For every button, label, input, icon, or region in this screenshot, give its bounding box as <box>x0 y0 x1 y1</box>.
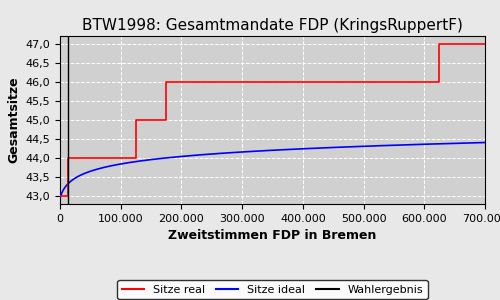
Y-axis label: Gesamtsitze: Gesamtsitze <box>7 77 20 163</box>
Legend: Sitze real, Sitze ideal, Wahlergebnis: Sitze real, Sitze ideal, Wahlergebnis <box>118 280 428 299</box>
Title: BTW1998: Gesamtmandate FDP (KringsRuppertF): BTW1998: Gesamtmandate FDP (KringsRupper… <box>82 18 463 33</box>
X-axis label: Zweitstimmen FDP in Bremen: Zweitstimmen FDP in Bremen <box>168 229 376 242</box>
